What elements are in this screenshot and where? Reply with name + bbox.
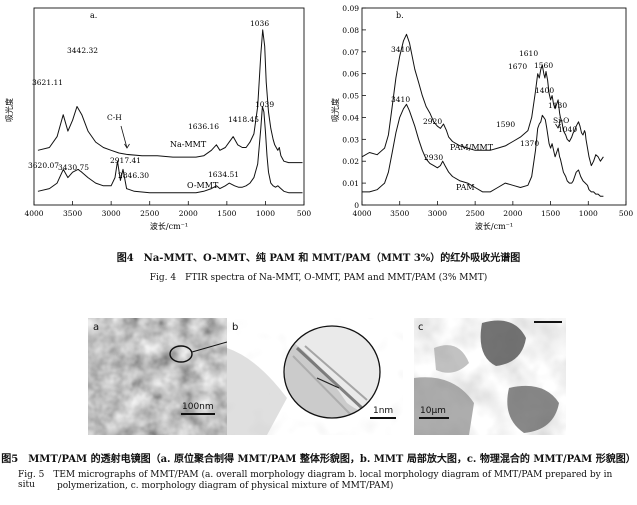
peak-annotation: 3621.11	[32, 78, 63, 87]
peak-annotation: C-H	[107, 113, 122, 122]
y-tick-label: 0.03	[342, 135, 359, 144]
series-line-pam	[362, 103, 604, 197]
x-tick-label: 2500	[466, 209, 485, 218]
plot-frame	[33, 7, 305, 206]
tem-image-a: a 100nm	[88, 318, 227, 435]
x-tick-label: 3000	[102, 209, 121, 218]
peak-annotation: 1036	[250, 19, 269, 28]
scale-bar-c-top	[534, 321, 562, 323]
zoom-region-circle	[169, 345, 193, 363]
x-tick-label: 1500	[541, 209, 560, 218]
peak-annotation: 2920	[423, 117, 442, 126]
panel-label: b.	[396, 11, 404, 20]
peak-annotation: 1560	[534, 61, 553, 70]
x-tick-label: 4000	[352, 209, 371, 218]
y-axis-label: 吸光度	[4, 98, 14, 122]
x-tick-label: 2000	[179, 209, 198, 218]
peak-annotation: 3410	[391, 45, 410, 54]
series-label: PAM/MMT	[450, 143, 494, 152]
peak-annotation: 1400	[535, 86, 554, 95]
scale-bar-c	[419, 417, 449, 419]
x-tick-label: 1000	[579, 209, 598, 218]
tem-label-c: c	[418, 322, 424, 333]
x-tick-label: 500	[297, 209, 312, 218]
x-axis-label: 波长/cm⁻¹	[150, 221, 188, 231]
peak-annotation: 1590	[496, 120, 515, 129]
tem-texture-a	[88, 318, 227, 435]
series-line-na-mmt	[37, 29, 303, 164]
peak-annotation: 2846.30	[118, 171, 149, 180]
ftir-chart-b: 4000 3500 3000 2500 2000 1500 1000 500 0 0.01 0.02…	[330, 4, 634, 231]
peak-annotation: 3410	[391, 95, 410, 104]
peak-annotation: 1040	[558, 125, 577, 134]
peak-annotation: 1370	[520, 139, 539, 148]
figure4-caption-en: Fig. 4 FTIR spectra of Na-MMT, O-MMT, PA…	[149, 273, 488, 283]
series-label: PAM	[456, 183, 475, 192]
ftir-chart-a: 4000 3500 3000 2500 2000 1500 1000 500 波长/cm⁻¹ 吸光…	[4, 7, 312, 231]
figure5-caption-en-2: polymerization, c. morphology diagram of…	[57, 481, 394, 491]
series-line-pam-mmt	[361, 33, 604, 167]
figure4-caption-zh: 图4 Na-MMT、O-MMT、纯 PAM 和 MMT/PAM（MMT 3%）的…	[116, 253, 521, 264]
peak-annotation: 1039	[255, 100, 274, 109]
peak-annotation: 1418.45	[228, 115, 259, 124]
y-tick-label: 0.04	[342, 113, 359, 122]
x-tick-label: 3500	[63, 209, 82, 218]
x-tick-label: 1000	[256, 209, 275, 218]
y-tick-label: 0.02	[342, 157, 359, 166]
annotation-arrow	[120, 125, 128, 149]
x-tick-label: 1500	[217, 209, 236, 218]
scale-bar-b	[370, 417, 396, 419]
y-tick-label: 0	[354, 201, 359, 210]
y-tick-label: 0.09	[342, 4, 359, 13]
series-line-o-mmt	[37, 106, 303, 194]
peak-annotation: 1634.51	[208, 170, 239, 179]
plot-frame	[361, 7, 627, 206]
tem-texture-c	[414, 318, 566, 435]
arrow-head	[555, 123, 561, 129]
x-tick-label: 2500	[140, 209, 159, 218]
arrow-head	[124, 143, 130, 149]
y-tick-label: 0.06	[342, 70, 359, 79]
x-tick-label: 3500	[390, 209, 409, 218]
series-label: Na-MMT	[170, 140, 207, 149]
scale-label-a: 100nm	[182, 402, 214, 412]
figure5-caption-zh: 图5 MMT/PAM 的透射电镜图（a. 原位聚合制得 MMT/PAM 整体形貌…	[1, 454, 636, 465]
x-tick-label: 500	[619, 209, 634, 218]
panel-label: a.	[90, 11, 97, 20]
peak-annotation: 3620.07	[28, 161, 59, 170]
y-tick-label: 0.07	[342, 48, 359, 57]
peak-annotation: 2930	[424, 153, 443, 162]
zoom-circle	[283, 325, 381, 419]
x-axis-label: 波长/cm⁻¹	[475, 221, 513, 231]
series-label: O-MMT	[187, 181, 219, 190]
peak-annotation: 3430.75	[58, 163, 89, 172]
peak-annotation: 1130	[548, 101, 567, 110]
scale-bar-a	[181, 413, 215, 415]
tem-texture-b	[227, 318, 403, 435]
y-axis-label: 吸光度	[330, 98, 340, 122]
x-tick-label: 3000	[428, 209, 447, 218]
scale-label-b: 1nm	[373, 406, 394, 416]
figure5-caption-en-1: Fig. 5 TEM micrographs of MMT/PAM (a. ov…	[18, 470, 613, 490]
tem-label-a: a	[93, 322, 100, 333]
peak-annotation: 2917.41	[110, 156, 141, 165]
tem-image-b: b 1nm	[227, 318, 403, 435]
peak-annotation: 3442.32	[67, 46, 98, 55]
x-tick-label: 4000	[24, 209, 43, 218]
peak-annotation: 1636.16	[188, 122, 219, 131]
y-tick-label: 0.08	[342, 26, 359, 35]
y-tick-label: 0.01	[342, 179, 359, 188]
scale-label-c: 10μm	[420, 406, 446, 416]
tem-image-c: c 10μm	[414, 318, 566, 435]
x-tick-label: 2000	[503, 209, 522, 218]
peak-annotation: 1610	[519, 49, 538, 58]
y-tick-label: 0.05	[342, 92, 359, 101]
tem-label-b: b	[232, 322, 239, 333]
peak-annotation: Si-O	[553, 116, 569, 125]
peak-annotation: 1670	[508, 62, 527, 71]
